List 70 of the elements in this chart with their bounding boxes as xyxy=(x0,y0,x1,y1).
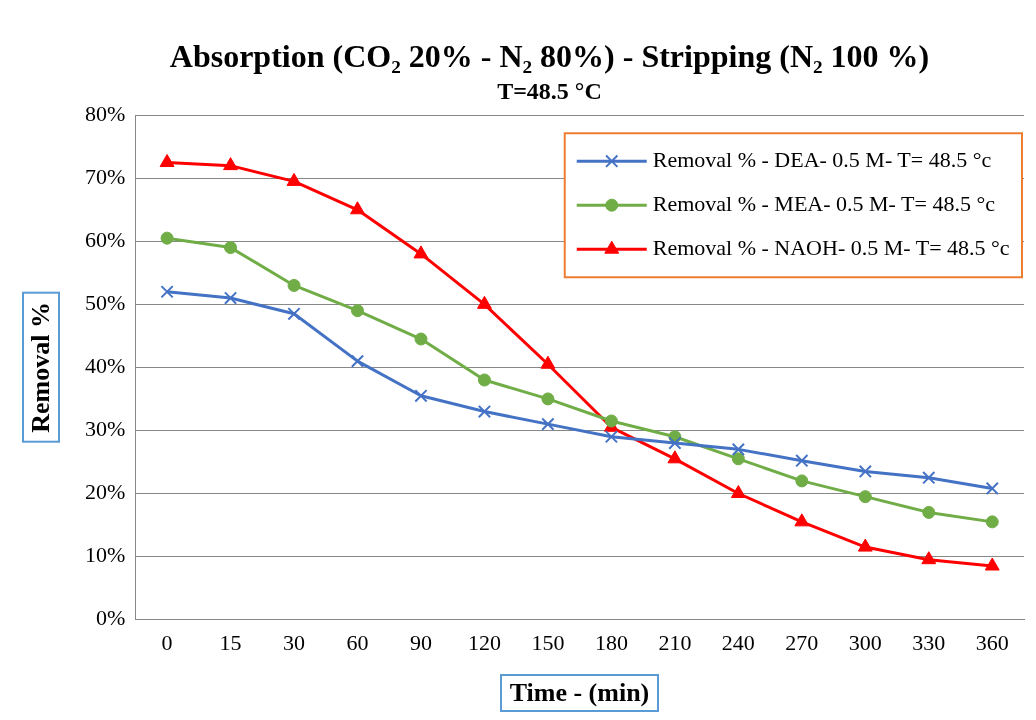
legend-label: Removal % - MEA- 0.5 M- T= 48.5 °c xyxy=(652,190,996,216)
y-tick-label: 40% xyxy=(85,353,126,379)
point xyxy=(730,485,746,498)
x-tick-label: 30 xyxy=(283,629,306,655)
point xyxy=(922,505,936,519)
y-tick-label: 0% xyxy=(96,605,126,631)
point xyxy=(223,157,238,171)
point xyxy=(858,464,872,479)
y-tick-label: 10% xyxy=(85,542,126,568)
y-tick-label: 70% xyxy=(85,164,126,190)
legend-label: Removal % - DEA- 0.5 M- T= 48.5 °c xyxy=(652,146,992,172)
point xyxy=(159,153,175,167)
x-tick-label: 330 xyxy=(912,629,946,655)
x-tick-label: 270 xyxy=(785,629,819,655)
point xyxy=(351,304,364,318)
y-tick-label: 20% xyxy=(85,479,126,505)
point xyxy=(477,295,492,309)
point xyxy=(857,538,873,552)
x-tick-label: 120 xyxy=(467,629,501,655)
point xyxy=(286,172,302,186)
point xyxy=(921,551,937,565)
x-tick-label: 90 xyxy=(409,629,432,655)
point xyxy=(604,430,619,444)
point xyxy=(223,291,238,305)
point xyxy=(477,404,492,419)
point xyxy=(795,454,809,468)
point xyxy=(667,450,683,464)
point xyxy=(350,201,365,215)
point xyxy=(414,332,428,346)
point xyxy=(922,471,936,485)
x-axis-title: Time - (min) xyxy=(499,674,660,712)
point xyxy=(540,355,556,369)
point xyxy=(858,490,872,504)
point xyxy=(160,285,174,299)
point xyxy=(541,417,555,431)
point xyxy=(160,231,174,245)
point xyxy=(731,452,745,466)
point xyxy=(794,513,810,527)
x-tick-label: 180 xyxy=(594,629,628,655)
x-tick-label: 15 xyxy=(219,629,242,655)
point xyxy=(668,436,682,450)
point xyxy=(287,307,301,321)
point xyxy=(984,557,1000,571)
x-tick-label: 300 xyxy=(848,629,882,655)
chart-subtitle: T=48.5 °C xyxy=(497,78,602,104)
y-tick-label: 30% xyxy=(85,416,126,442)
point xyxy=(795,474,809,488)
chart-title: Absorption (CO₂ 20% - N₂ 80%) - Stripping (N₂ 100 %) xyxy=(169,38,930,75)
point xyxy=(477,373,491,387)
point xyxy=(287,278,301,292)
point xyxy=(413,245,429,259)
y-tick-label: 60% xyxy=(85,227,126,253)
x-tick-label: 150 xyxy=(531,629,565,655)
legend-label: Removal % - NAOH- 0.5 M- T= 48.5 °c xyxy=(652,234,1010,260)
point xyxy=(224,241,238,255)
point xyxy=(541,392,555,406)
x-tick-label: 0 xyxy=(161,629,173,655)
point xyxy=(985,481,999,496)
x-tick-label: 360 xyxy=(975,629,1009,655)
y-tick-label: 50% xyxy=(85,290,126,316)
point xyxy=(414,389,428,403)
point xyxy=(985,515,999,529)
point xyxy=(350,354,365,368)
x-tick-label: 240 xyxy=(721,629,755,655)
y-axis-title: Removal % xyxy=(22,291,60,443)
y-tick-label: 80% xyxy=(85,100,126,126)
point xyxy=(604,414,618,428)
x-tick-label: 210 xyxy=(658,629,692,655)
x-tick-label: 60 xyxy=(346,629,369,655)
point xyxy=(731,442,746,457)
